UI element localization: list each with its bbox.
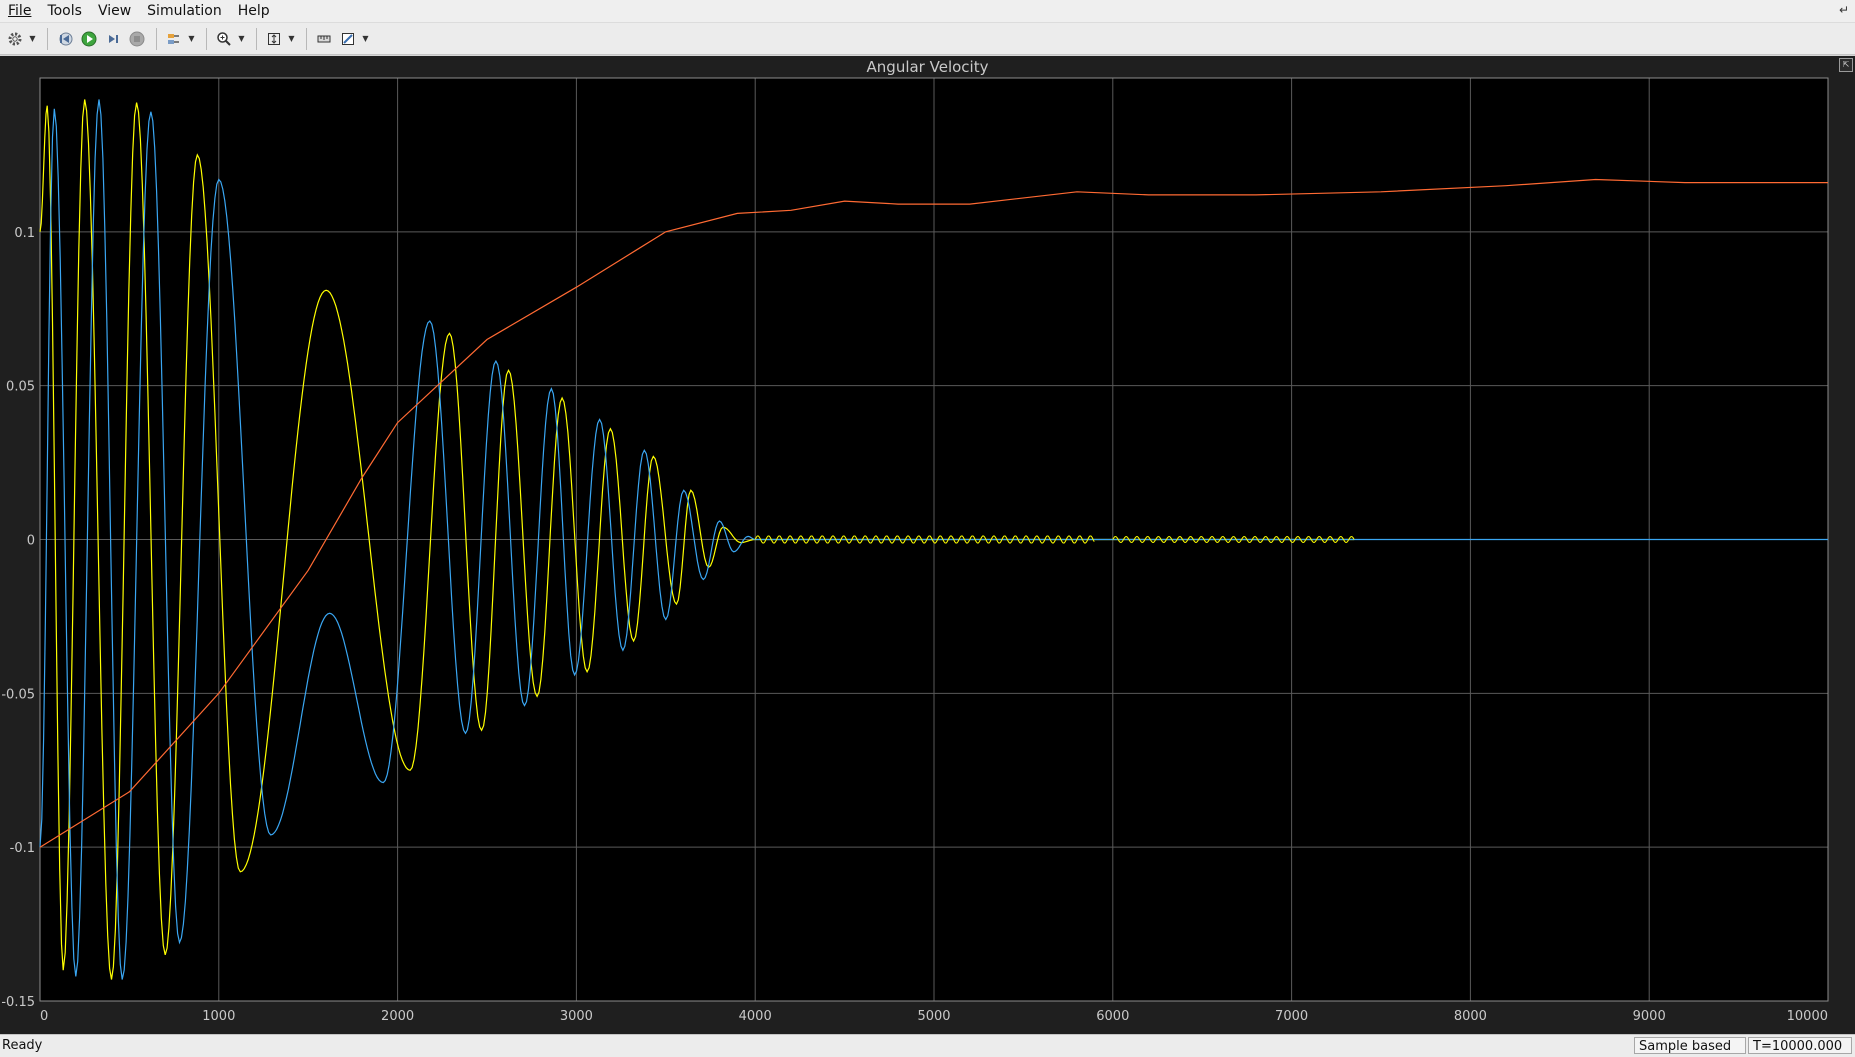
- x-tick-label: 4000: [739, 1009, 772, 1024]
- x-tick-label: 1000: [202, 1009, 235, 1024]
- menu-simulation[interactable]: Simulation: [139, 0, 230, 22]
- y-tick-label: 0.1: [14, 226, 35, 241]
- step-back-icon[interactable]: [54, 28, 76, 50]
- toolbar-separator: [306, 28, 307, 50]
- x-tick-label: 2000: [381, 1009, 414, 1024]
- y-tick-label: -0.1: [10, 841, 35, 856]
- y-tick-label: 0: [27, 534, 35, 549]
- menu-tools[interactable]: Tools: [39, 0, 90, 22]
- status-time: T=10000.000: [1748, 1037, 1852, 1054]
- toolbar-separator: [256, 28, 257, 50]
- dock-icon[interactable]: ↵: [1839, 3, 1849, 17]
- zoom-icon[interactable]: [213, 28, 235, 50]
- autoscale-icon[interactable]: [263, 28, 285, 50]
- scope-display: Angular Velocity ⇱ 0 1000 2000 3000 4000 5000…: [0, 56, 1855, 1034]
- gear-dropdown-icon[interactable]: ▼: [28, 28, 37, 50]
- menu-view[interactable]: View: [90, 0, 139, 22]
- toolbar-separator: [47, 28, 48, 50]
- x-tick-label: 0: [40, 1009, 48, 1024]
- style-dropdown-icon[interactable]: ▼: [361, 28, 370, 50]
- highlight-dropdown-icon[interactable]: ▼: [187, 28, 196, 50]
- zoom-dropdown-icon[interactable]: ▼: [237, 28, 246, 50]
- x-tick-label: 8000: [1454, 1009, 1487, 1024]
- x-tick-label: 3000: [560, 1009, 593, 1024]
- x-tick-label: 7000: [1275, 1009, 1308, 1024]
- menu-help[interactable]: Help: [230, 0, 278, 22]
- x-tick-label: 10000: [1787, 1009, 1828, 1024]
- status-ready: Ready: [2, 1038, 42, 1053]
- x-tick-label: 9000: [1633, 1009, 1666, 1024]
- y-tick-label: 0.05: [6, 380, 35, 395]
- y-tick-label: -0.05: [1, 687, 35, 702]
- toolbar-separator: [206, 28, 207, 50]
- step-forward-icon[interactable]: [102, 28, 124, 50]
- gear-icon[interactable]: [4, 28, 26, 50]
- x-tick-label: 5000: [917, 1009, 950, 1024]
- menu-bar: File Tools View Simulation Help ↵: [0, 0, 1855, 23]
- toolbar-separator: [156, 28, 157, 50]
- y-tick-label: -0.15: [1, 995, 35, 1010]
- menu-file[interactable]: File: [0, 0, 39, 22]
- run-icon[interactable]: [78, 28, 100, 50]
- cursor-measure-icon[interactable]: [313, 28, 335, 50]
- autoscale-dropdown-icon[interactable]: ▼: [287, 28, 296, 50]
- stop-icon[interactable]: [126, 28, 148, 50]
- plot-svg: 0 1000 2000 3000 4000 5000 6000 7000 8000 9000 100…: [0, 56, 1855, 1034]
- status-mode: Sample based: [1634, 1037, 1746, 1054]
- highlight-icon[interactable]: [163, 28, 185, 50]
- status-bar: Ready Sample based T=10000.000: [0, 1034, 1855, 1057]
- style-icon[interactable]: [337, 28, 359, 50]
- toolbar: ▼ ▼ ▼ ▼ ▼: [0, 23, 1855, 55]
- x-tick-label: 6000: [1096, 1009, 1129, 1024]
